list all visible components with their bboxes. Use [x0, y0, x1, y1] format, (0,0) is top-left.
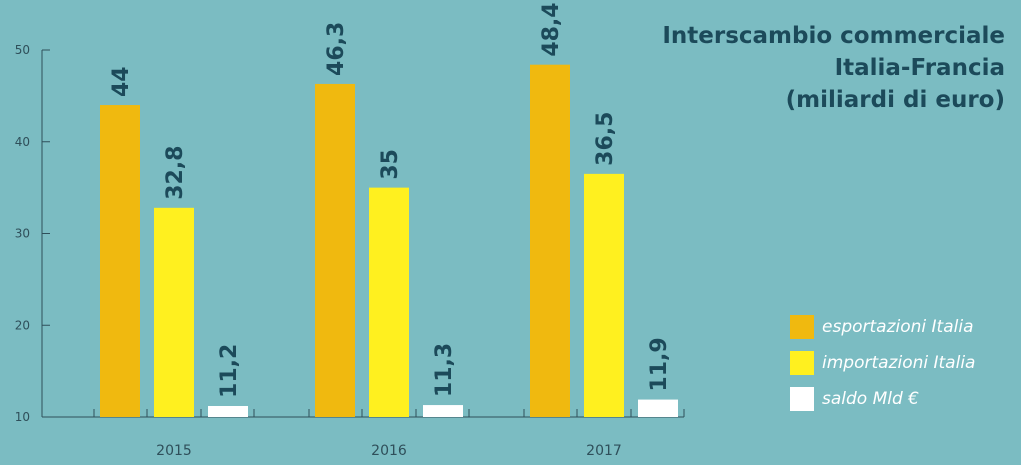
bar: [423, 405, 463, 417]
chart-title: Interscambio commerciale Italia-Francia …: [575, 20, 1005, 116]
legend-swatch-importazioni: [790, 351, 814, 375]
y-tick-label: 20: [15, 318, 30, 332]
legend-swatch-saldo: [790, 387, 814, 411]
bar: [638, 399, 678, 417]
bar-value-label: 11,2: [217, 344, 242, 398]
y-tick-label: 40: [15, 135, 30, 149]
bar-value-label: 48,4: [539, 2, 564, 56]
bar-value-label: 11,3: [432, 343, 457, 397]
x-tick-label: 2017: [586, 443, 622, 459]
bar-value-label: 46,3: [324, 22, 349, 76]
legend-label-importazioni: importazioni Italia: [822, 353, 976, 373]
chart-title-line-2: Italia-Francia: [834, 55, 1005, 81]
y-tick-label: 30: [15, 227, 30, 241]
chart-title-line-1: Interscambio commerciale: [662, 23, 1005, 49]
bar: [100, 105, 140, 418]
bar: [530, 64, 570, 418]
bar-value-label: 32,8: [163, 146, 188, 200]
legend-label-esportazioni: esportazioni Italia: [822, 317, 974, 337]
bar: [584, 173, 624, 417]
bar: [369, 187, 409, 417]
legend-swatch-esportazioni: [790, 315, 814, 339]
chart-title-line-3: (miliardi di euro): [785, 87, 1005, 113]
bar-value-label: 35: [378, 149, 403, 180]
bar: [315, 83, 355, 417]
bar-value-label: 36,5: [593, 112, 618, 166]
bar: [154, 207, 194, 417]
bar: [208, 405, 248, 417]
bar-value-label: 44: [109, 66, 134, 97]
x-tick-label: 2016: [371, 443, 407, 459]
y-tick-label: 10: [15, 410, 30, 424]
x-tick-label: 2015: [156, 443, 192, 459]
y-tick-label: 50: [15, 43, 30, 57]
legend-label-saldo: saldo Mld €: [822, 389, 919, 409]
bar-value-label: 11,9: [647, 337, 672, 391]
